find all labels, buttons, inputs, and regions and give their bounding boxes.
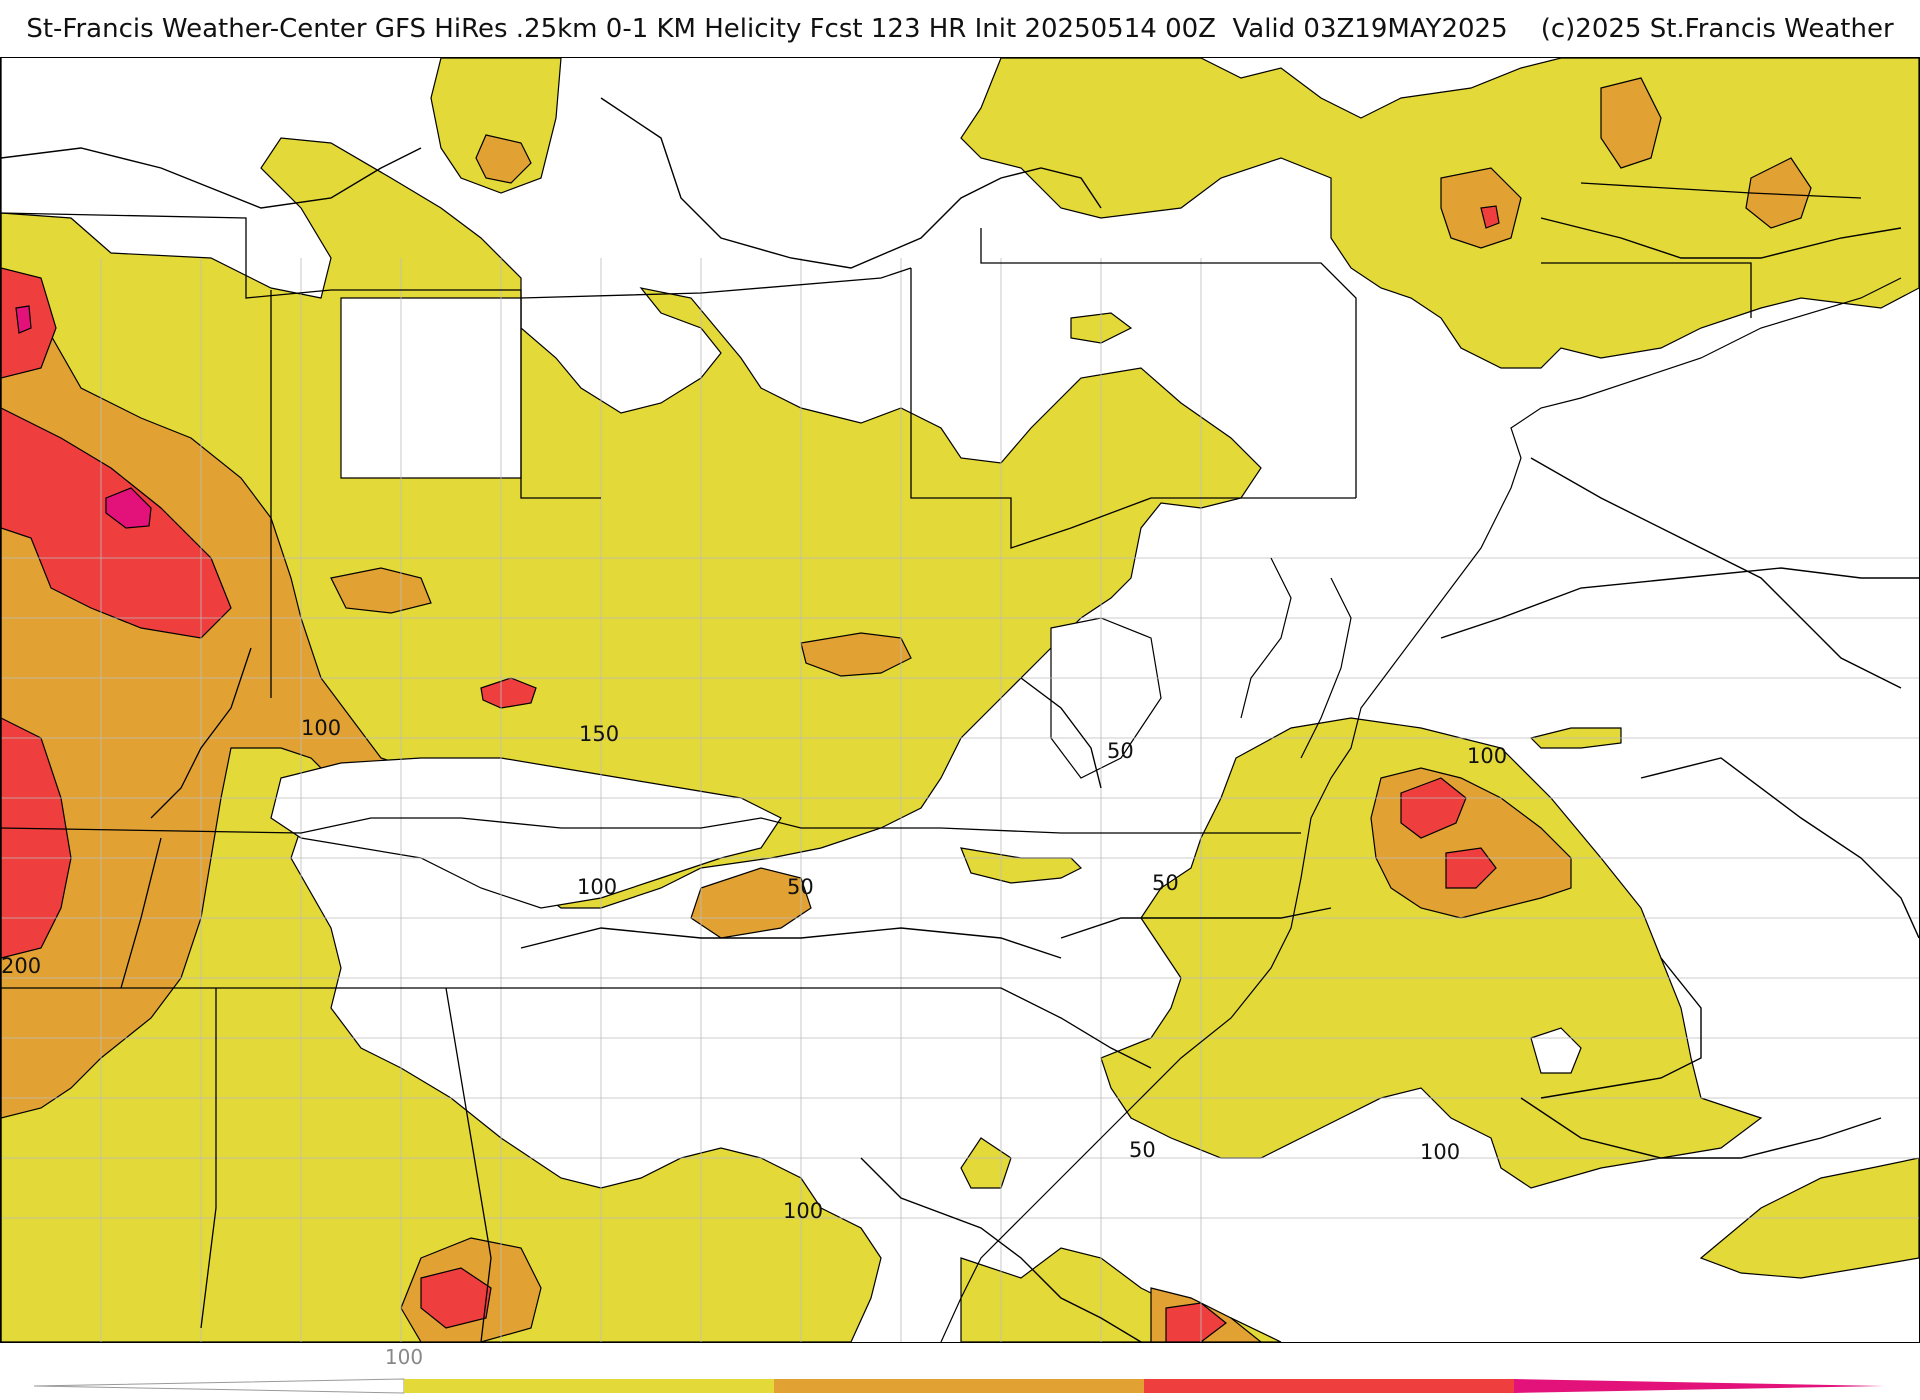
contour-label-50-central: 50	[787, 875, 814, 899]
contour-label-50-va: 50	[1107, 739, 1134, 763]
colorbar-band-50-100	[33, 1378, 405, 1394]
contour-label-100-west: 100	[301, 716, 341, 740]
contour-labels: 100 150 100 50 50 50 100 200 100 50 100 …	[1, 716, 1507, 1223]
color-scale-bar: 100	[33, 1345, 1884, 1394]
helicity-contours	[1, 97, 1919, 1342]
helicity-map-canvas: 100 150 100 50 50 50 100 200 100 50 100 …	[1, 58, 1919, 1342]
contour-label-100-sc: 100	[783, 1199, 823, 1223]
county-lines	[1, 258, 1919, 1342]
coastline	[940, 277, 1902, 1342]
colorbar-band-250-plus	[1514, 1379, 1884, 1393]
helicity-band-200-250	[1, 205, 1500, 1342]
contour-label-150: 150	[579, 722, 619, 746]
helicity-map: 100 150 100 50 50 50 100 200 100 50 100 …	[0, 57, 1920, 1343]
contour-label-100-central: 100	[577, 875, 617, 899]
contour-label-200: 200	[1, 954, 41, 978]
helicity-band-100-150	[1, 58, 1919, 1342]
contour-label-50-nc: 50	[1152, 871, 1179, 895]
colorbar-band-100-150	[404, 1379, 774, 1393]
contour-label-100-offshore: 100	[1420, 1140, 1460, 1164]
contour-label-100-atlantic: 100	[1467, 744, 1507, 768]
colorbar-tick-100: 100	[385, 1345, 423, 1369]
helicity-band-250-plus	[15, 305, 152, 529]
map-title: St-Francis Weather-Center GFS HiRes .25k…	[26, 14, 1894, 44]
colorbar-band-150-200	[774, 1379, 1144, 1393]
state-borders	[1, 58, 1862, 1342]
colorbar-band-200-250	[1144, 1379, 1514, 1393]
low-helicity-areas	[270, 297, 1582, 1074]
contour-label-50-sc: 50	[1129, 1138, 1156, 1162]
